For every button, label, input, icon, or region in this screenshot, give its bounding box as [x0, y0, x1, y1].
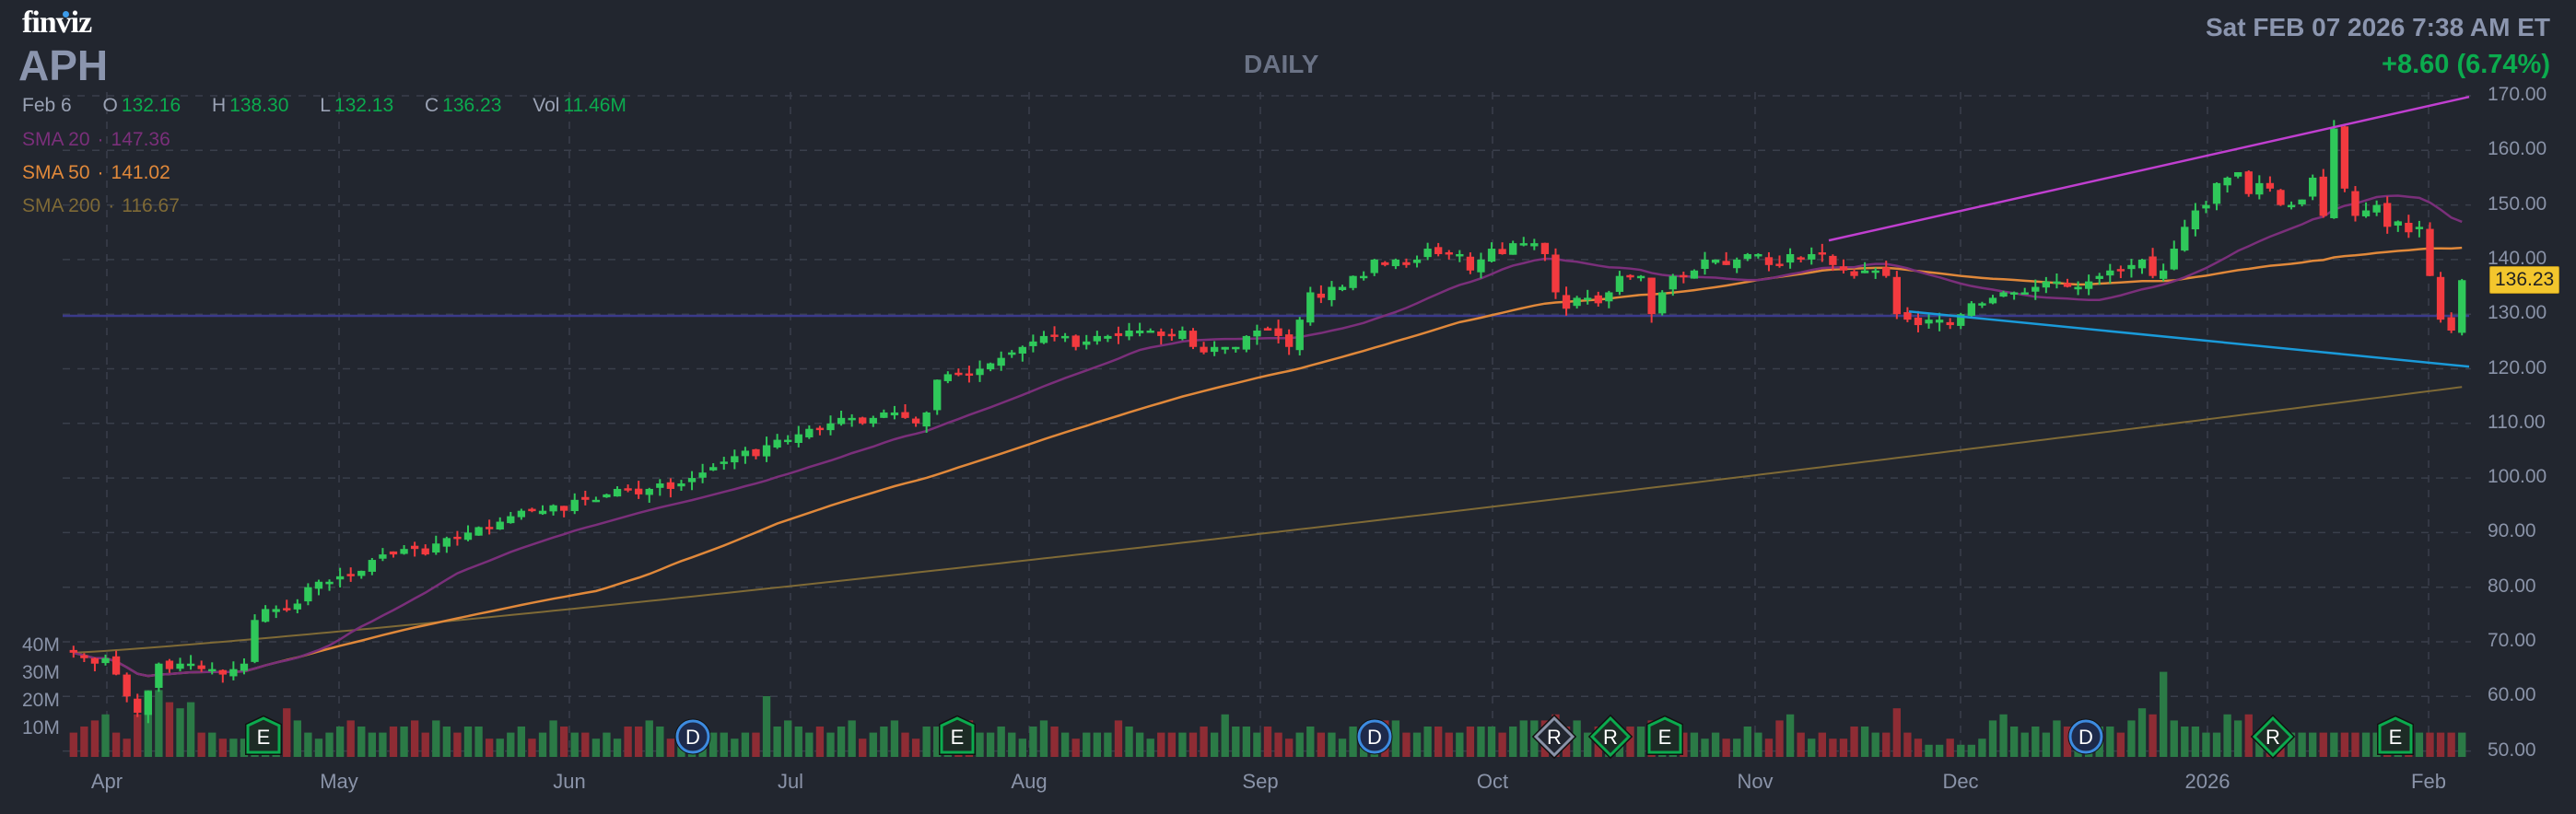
- price-tick-label: 170.00: [2488, 84, 2547, 105]
- finviz-logo[interactable]: finviz: [22, 6, 92, 40]
- ohlc-date: Feb 6: [22, 95, 72, 116]
- open-value: 132.16: [121, 95, 181, 116]
- svg-text:E: E: [951, 726, 965, 749]
- time-tick-label: Aug: [1011, 770, 1048, 793]
- event-marker-e[interactable]: E: [1646, 715, 1683, 755]
- price-tick-label: 140.00: [2488, 247, 2547, 269]
- svg-text:E: E: [257, 726, 271, 749]
- time-tick-label: Dec: [1942, 770, 1979, 793]
- price-tick-label: 120.00: [2488, 356, 2547, 378]
- price-tick-label: 130.00: [2488, 302, 2547, 324]
- event-marker-d[interactable]: D: [674, 718, 711, 755]
- event-marker-e[interactable]: E: [2377, 715, 2414, 755]
- svg-text:E: E: [1658, 726, 1672, 749]
- time-tick-label: Oct: [1476, 770, 1509, 793]
- logo-dot-icon: [63, 11, 69, 17]
- time-tick-label: Feb: [2411, 770, 2446, 793]
- time-tick-label: Sep: [1242, 770, 1279, 793]
- price-tick-label: 70.00: [2488, 630, 2536, 651]
- sma50-legend[interactable]: SMA 50 · 141.02: [22, 162, 170, 183]
- time-tick-label: Apr: [90, 770, 123, 793]
- event-marker-r[interactable]: R: [2250, 714, 2296, 760]
- sma20-value: 147.36: [111, 129, 170, 150]
- datetime-label: Sat FEB 07 2026 7:38 AM ET: [2205, 13, 2550, 41]
- svg-text:R: R: [1603, 726, 1618, 749]
- sma50-name: SMA 50: [22, 162, 90, 183]
- last-price-badge: 136.23: [2489, 266, 2560, 294]
- sma200-value: 116.67: [122, 195, 180, 216]
- svg-text:D: D: [1367, 726, 1382, 749]
- close-label: C: [424, 95, 439, 116]
- price-tick-label: 160.00: [2488, 138, 2547, 160]
- price-tick-label: 150.00: [2488, 192, 2547, 215]
- time-tick-label: May: [320, 770, 358, 793]
- high-label: H: [211, 95, 227, 116]
- time-tick-label: Jun: [553, 770, 586, 793]
- time-tick-label: 2026: [2184, 770, 2231, 793]
- event-marker-r[interactable]: R: [1587, 714, 1633, 760]
- ticker-symbol: APH: [18, 41, 109, 89]
- price-tick-label: 60.00: [2488, 684, 2536, 706]
- svg-text:D: D: [685, 726, 700, 749]
- time-tick-label: Jul: [777, 770, 804, 793]
- sma200-line: [73, 386, 2463, 654]
- time-tick-label: Nov: [1737, 770, 1774, 793]
- ohlc-bar: Feb 6 O 132.16 H 138.30 L 132.13 C 136.23 Vo…: [22, 95, 626, 117]
- svg-text:R: R: [2266, 726, 2280, 749]
- low-value: 132.13: [334, 95, 394, 116]
- chart-grid: [63, 92, 2471, 757]
- event-marker-e[interactable]: E: [245, 715, 282, 755]
- sma200-name: SMA 200: [22, 195, 101, 216]
- volume-bars: [69, 671, 2466, 757]
- price-tick-label: 50.00: [2488, 738, 2536, 761]
- sma20-name: SMA 20: [22, 129, 90, 150]
- svg-text:D: D: [2078, 726, 2093, 749]
- open-label: O: [102, 95, 118, 116]
- volume-label: Vol: [533, 95, 560, 116]
- volume-tick-label: 30M: [22, 662, 60, 683]
- low-label: L: [320, 95, 331, 116]
- volume-tick-label: 20M: [22, 690, 60, 711]
- sma20-legend[interactable]: SMA 20 · 147.36: [22, 129, 170, 150]
- sma50-line: [73, 246, 2463, 678]
- event-marker-r[interactable]: R: [1531, 714, 1577, 760]
- trendlines[interactable]: [1828, 95, 2470, 368]
- volume-value: 11.46M: [563, 95, 626, 116]
- price-change: +8.60 (6.74%): [2382, 50, 2550, 79]
- event-marker-d[interactable]: D: [1356, 718, 1393, 755]
- sma20-line: [73, 194, 2463, 678]
- close-value: 136.23: [442, 95, 502, 116]
- price-tick-label: 80.00: [2488, 575, 2536, 597]
- high-value: 138.30: [229, 95, 289, 116]
- sma200-legend[interactable]: SMA 200 · 116.67: [22, 195, 180, 216]
- price-tick-label: 90.00: [2488, 520, 2536, 542]
- event-marker-d[interactable]: D: [2067, 718, 2104, 755]
- svg-text:R: R: [1547, 726, 1562, 749]
- price-tick-label: 100.00: [2488, 466, 2547, 488]
- svg-text:E: E: [2389, 726, 2403, 749]
- volume-tick-label: 10M: [22, 717, 60, 738]
- candlesticks: [69, 120, 2466, 724]
- volume-tick-label: 40M: [22, 634, 60, 656]
- price-tick-label: 110.00: [2488, 411, 2546, 433]
- sma50-value: 141.02: [111, 162, 170, 183]
- timeframe-label: DAILY: [1244, 50, 1319, 78]
- event-marker-e[interactable]: E: [939, 715, 976, 755]
